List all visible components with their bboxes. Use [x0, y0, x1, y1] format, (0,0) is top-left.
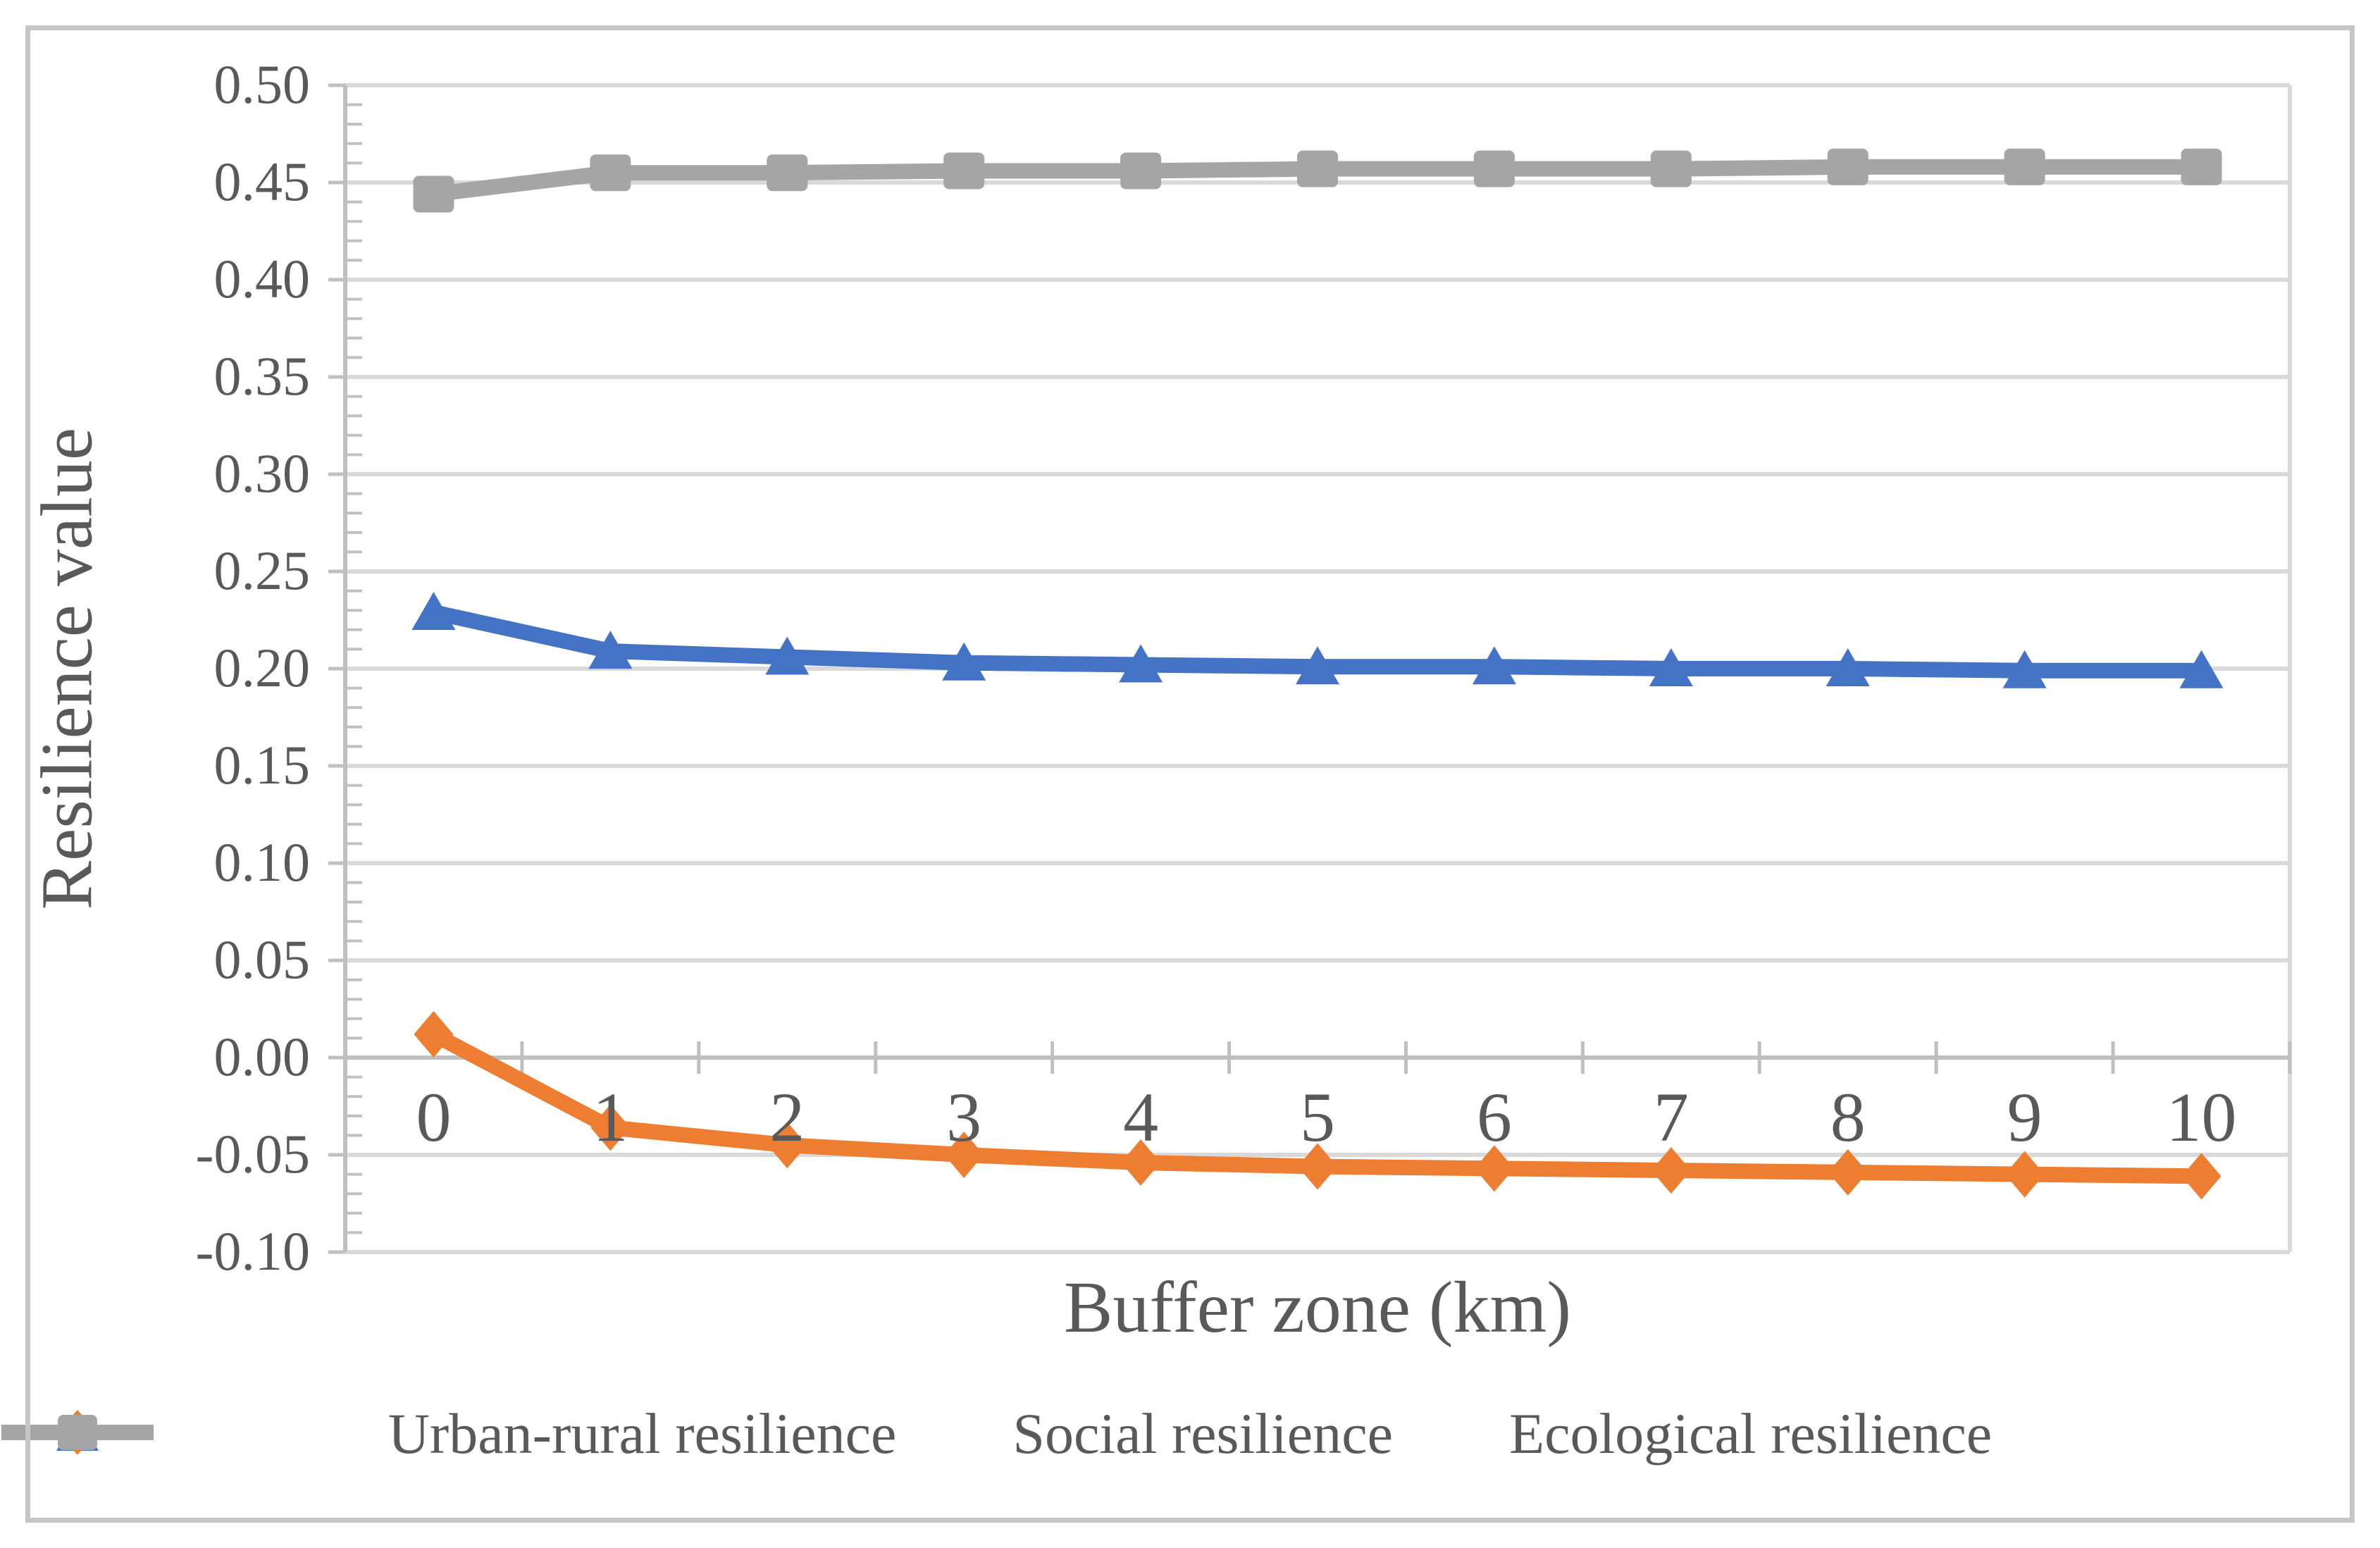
triangle-marker: [1296, 646, 1339, 685]
diamond-marker: [1828, 1148, 1868, 1196]
y-tick-label: 0.50: [213, 54, 311, 115]
diamond-marker: [944, 1132, 984, 1178]
square-marker: [1827, 148, 1868, 185]
y-tick-label: 0.35: [213, 345, 311, 407]
triangle-marker: [765, 636, 810, 675]
diamond-marker: [1298, 1143, 1337, 1190]
triangle-marker: [588, 631, 633, 669]
square-marker: [943, 152, 985, 190]
y-tick-label: 0.15: [213, 734, 311, 795]
x-tick-label: 9: [2007, 1078, 2043, 1156]
diamond-marker: [2004, 1151, 2045, 1198]
y-axis-title: Resilience value: [26, 427, 108, 910]
y-tick-label: 0.10: [213, 831, 311, 893]
square-marker: [1650, 150, 1692, 187]
square-marker: [2181, 148, 2222, 185]
legend-label: Ecological resilience: [1509, 1401, 1992, 1466]
triangle-marker: [1472, 646, 1516, 685]
triangle-marker: [1649, 648, 1693, 686]
y-tick-label: 0.25: [213, 540, 311, 601]
series-ecological-resilience: [413, 148, 2222, 213]
triangle-marker: [2179, 650, 2224, 688]
diamond-marker: [767, 1122, 807, 1169]
y-tick-label: 0.05: [213, 929, 311, 990]
diamond-marker: [590, 1104, 631, 1151]
series-urban-rural-resilience: [411, 591, 2224, 688]
series-social-resilience: [414, 1010, 2221, 1200]
x-tick-label: 8: [1830, 1078, 1866, 1156]
square-marker: [1473, 150, 1515, 187]
legend-item-urban-rural: Urban-rural resilience: [1, 1401, 897, 1467]
x-tick-label: 2: [769, 1078, 805, 1156]
legend-marker-square-icon: [1, 1415, 154, 1450]
diamond-marker: [414, 1010, 454, 1058]
legend: Urban-rural resilience Social resilience…: [0, 1401, 2380, 1467]
y-tick-label: 0.00: [213, 1026, 311, 1087]
x-tick-label: 4: [1123, 1078, 1159, 1156]
square-marker: [1297, 150, 1338, 187]
square-marker: [413, 175, 454, 213]
diamond-marker: [1474, 1145, 1514, 1192]
x-tick-label: 3: [946, 1078, 982, 1156]
triangle-marker: [411, 591, 456, 630]
square-marker: [590, 154, 631, 192]
y-tick-label: 0.40: [213, 248, 311, 309]
legend-label: Social resilience: [1012, 1401, 1393, 1466]
y-tick-label: 0.45: [213, 151, 311, 212]
square-marker: [1120, 152, 1162, 190]
y-tick-label: -0.05: [195, 1123, 310, 1184]
square-marker: [767, 154, 808, 192]
diamond-marker: [1651, 1147, 1691, 1194]
x-tick-label: 0: [416, 1078, 452, 1156]
triangle-marker: [1119, 644, 1163, 683]
x-tick-label: 1: [593, 1078, 628, 1156]
triangle-marker: [1826, 648, 1870, 686]
triangle-marker: [942, 642, 986, 681]
square-marker: [2004, 148, 2045, 185]
x-tick-label: 10: [2166, 1078, 2237, 1156]
y-tick-label: 0.20: [213, 637, 311, 698]
diamond-marker: [2181, 1153, 2221, 1200]
x-tick-label: 6: [1476, 1078, 1512, 1156]
y-tick-label: 0.30: [213, 442, 311, 504]
triangle-marker: [2002, 650, 2047, 688]
y-tick-label: -0.10: [195, 1220, 310, 1282]
legend-item-ecological: Ecological resilience: [1, 1401, 1992, 1467]
x-axis-title: Buffer zone (km): [1063, 1267, 1572, 1348]
x-tick-label: 7: [1653, 1078, 1689, 1156]
legend-item-social: Social resilience: [1, 1401, 1393, 1467]
diamond-marker: [1121, 1139, 1161, 1187]
legend-label: Urban-rural resilience: [388, 1401, 897, 1466]
x-tick-label: 5: [1300, 1078, 1335, 1156]
